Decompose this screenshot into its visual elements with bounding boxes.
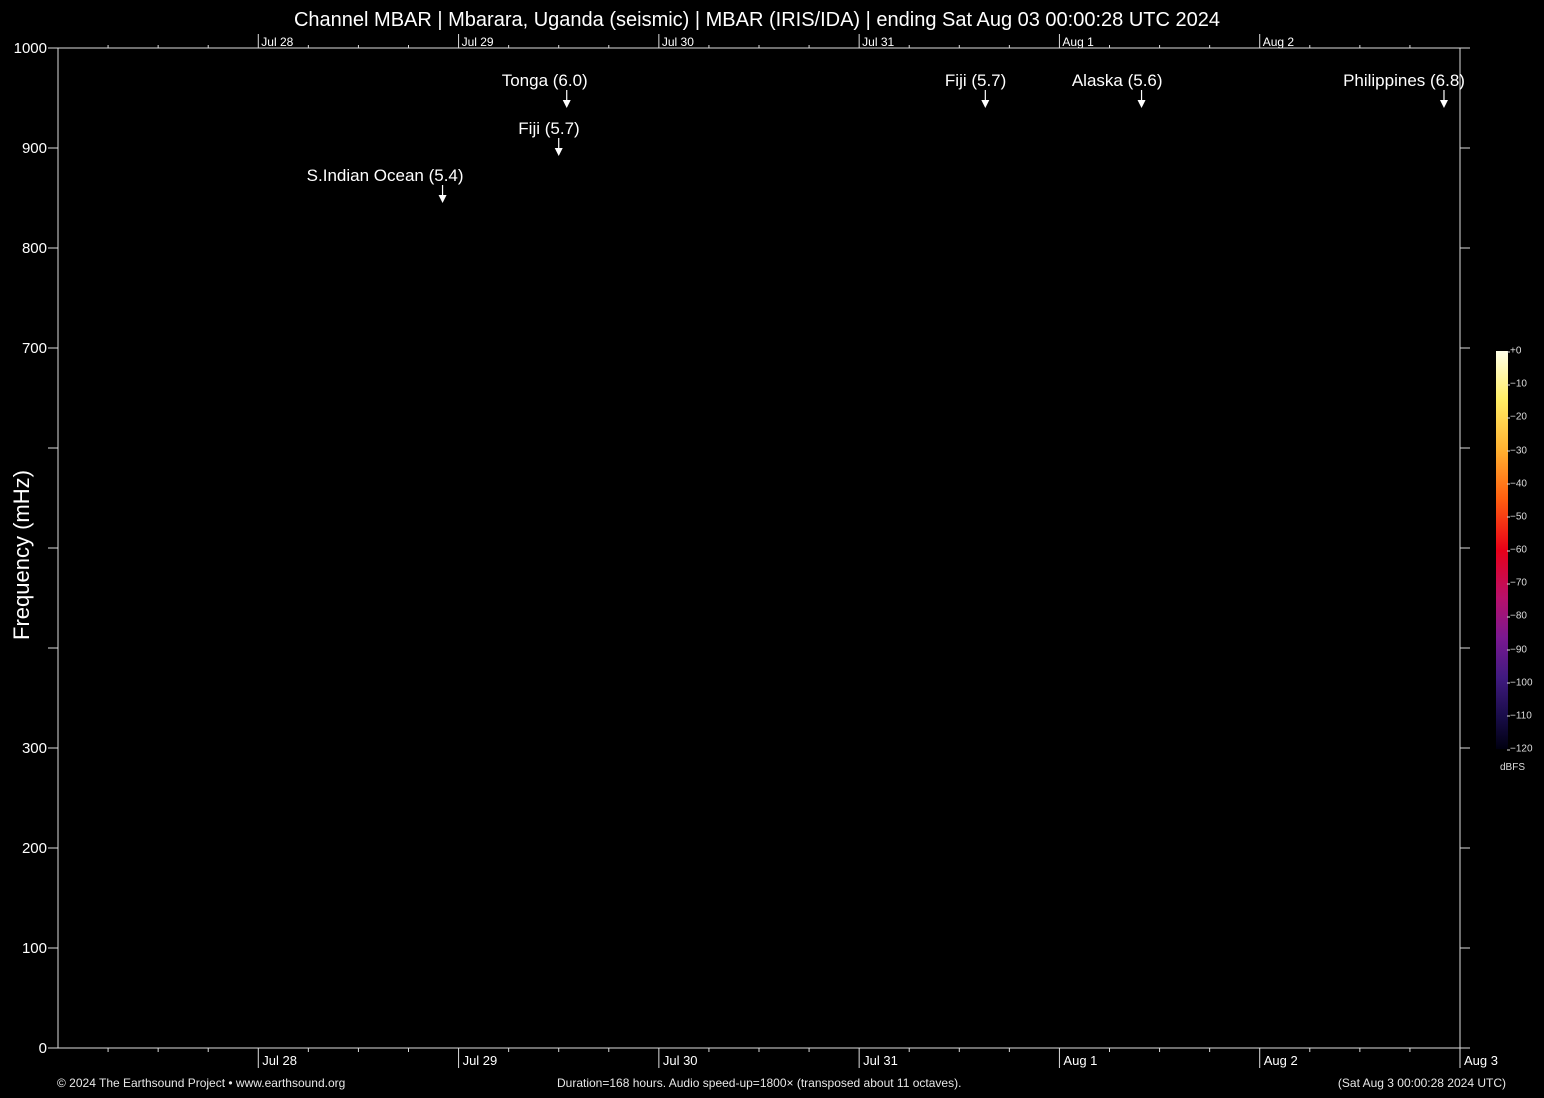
y-tick-label: 300 — [22, 740, 47, 757]
x-tick-label-bottom: Jul 30 — [663, 1053, 698, 1068]
colorbar-unit-label: dBFS — [1500, 762, 1526, 773]
event-arrow-head — [1439, 100, 1448, 108]
event-marker: Fiji (5.7) — [518, 119, 580, 156]
event-annotations: S.Indian Ocean (5.4) Tonga (6.0) Fiji (5.7… — [307, 71, 1465, 203]
colorbar-tick-label: −10 — [1507, 378, 1527, 390]
y-tick-label: 700 — [22, 340, 47, 357]
y-tick-label: 1000 — [14, 40, 47, 57]
x-tick-label-top: Aug 1 — [1062, 35, 1094, 49]
event-arrow-head — [1137, 100, 1146, 108]
colorbar-tick-label: −120 — [1507, 743, 1533, 755]
colorbar-tick-label: −50 — [1507, 511, 1527, 523]
x-tick-label-bottom: Jul 29 — [463, 1053, 498, 1068]
event-label: Philippines (6.8) — [1343, 71, 1465, 90]
colorbar-tick-label: −100 — [1507, 677, 1533, 689]
colorbar-tick-label: −60 — [1507, 544, 1527, 556]
event-marker: Alaska (5.6) — [1072, 71, 1163, 108]
y-tick-label: 0 — [39, 1040, 47, 1057]
x-tick-label-bottom: Aug 3 — [1464, 1053, 1498, 1068]
y-tick-label: 200 — [22, 840, 47, 857]
y-tick-label: 800 — [22, 240, 47, 257]
x-tick-label-top: Jul 29 — [462, 35, 494, 49]
x-tick-label-top: Jul 31 — [862, 35, 894, 49]
footer-duration-info: Duration=168 hours. Audio speed-up=1800×… — [557, 1076, 962, 1090]
colorbar-tick-label: −90 — [1507, 644, 1527, 655]
plot-area — [58, 48, 1460, 1048]
x-tick-label-bottom: Aug 1 — [1063, 1053, 1097, 1068]
event-marker: Philippines (6.8) — [1343, 71, 1465, 108]
x-tick-label-bottom: Jul 28 — [262, 1053, 297, 1068]
footer-copyright: © 2024 The Earthsound Project • www.eart… — [57, 1076, 346, 1090]
footer-end-time: (Sat Aug 3 00:00:28 2024 UTC) — [1337, 1076, 1506, 1090]
x-tick-label-bottom: Aug 2 — [1264, 1053, 1298, 1068]
colorbar — [1496, 351, 1508, 749]
event-label: Alaska (5.6) — [1072, 71, 1163, 90]
event-label: S.Indian Ocean (5.4) — [307, 166, 464, 185]
chart-title: Channel MBAR | Mbarara, Uganda (seismic)… — [293, 9, 1220, 31]
colorbar-tick-label: −80 — [1507, 610, 1527, 622]
colorbar-tick-label: −110 — [1507, 710, 1532, 722]
x-tick-label-top: Jul 28 — [261, 35, 293, 49]
colorbar-tick-label: −40 — [1507, 478, 1527, 490]
event-marker: Tonga (6.0) — [502, 71, 588, 108]
event-arrow-head — [562, 100, 571, 108]
event-marker: Fiji (5.7) — [945, 71, 1006, 108]
event-label: Fiji (5.7) — [518, 119, 579, 138]
event-label: Fiji (5.7) — [945, 71, 1006, 90]
colorbar-tick-label: −20 — [1507, 411, 1527, 423]
colorbar-tick-label: −70 — [1507, 577, 1527, 589]
event-marker: S.Indian Ocean (5.4) — [307, 166, 464, 203]
event-arrow-head — [554, 148, 563, 156]
y-axis-label: Frequency (mHz) — [9, 470, 34, 640]
y-tick-label: 900 — [22, 140, 47, 157]
event-label: Tonga (6.0) — [502, 71, 588, 90]
y-tick-label: 100 — [22, 940, 47, 957]
x-tick-label-bottom: Jul 31 — [863, 1053, 898, 1068]
event-arrow-head — [438, 195, 447, 203]
x-tick-label-top: Aug 2 — [1263, 35, 1295, 49]
x-tick-label-top: Jul 30 — [662, 35, 694, 49]
colorbar-tick-label: −30 — [1507, 445, 1527, 456]
colorbar-tick-label: +0 — [1506, 345, 1522, 357]
event-arrow-head — [981, 100, 990, 108]
